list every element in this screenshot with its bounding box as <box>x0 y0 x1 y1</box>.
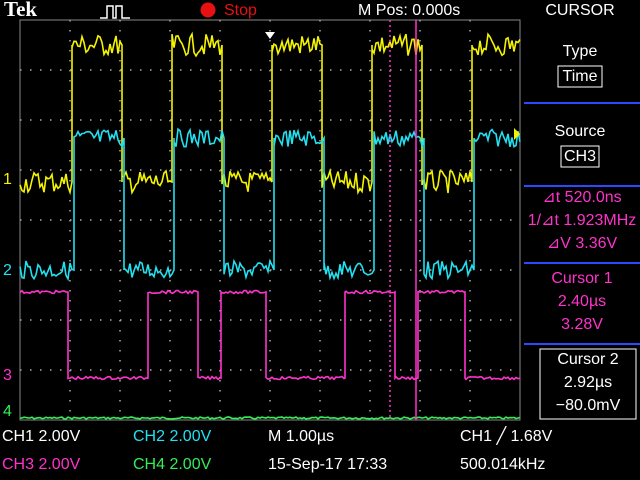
source-box[interactable] <box>560 145 600 168</box>
ch3-trace <box>19 289 521 381</box>
trigger-position-marker <box>265 32 275 39</box>
stop-indicator <box>200 2 216 18</box>
ch1-scale: CH1 2.00V <box>2 428 81 445</box>
cursor1-volts: 3.28V <box>561 316 603 333</box>
ch4-marker: 4 <box>3 403 12 420</box>
graticule <box>20 20 520 420</box>
acquisition-state: Stop <box>224 2 257 19</box>
horizontal-position: M Pos: 0.000s <box>358 2 460 19</box>
trigger-setting: CH1 ╱ 1.68V <box>460 426 553 445</box>
cursor2-time: 2.92µs <box>564 374 612 391</box>
trigger-frequency: 500.014kHz <box>460 456 545 473</box>
brand: Tek <box>4 0 37 21</box>
cursor2-box[interactable] <box>539 348 637 420</box>
ch4-trace <box>19 416 521 420</box>
timebase: M 1.00µs <box>268 428 334 445</box>
type-value[interactable]: Time <box>563 68 598 85</box>
inverse-delta-t: 1/⊿t 1.923MHz <box>528 212 637 229</box>
cursor2-title[interactable]: Cursor 2 <box>557 351 618 368</box>
ch3-marker: 3 <box>3 367 12 384</box>
cursor1-time: 2.40µs <box>558 293 606 310</box>
cursor1-title[interactable]: Cursor 1 <box>551 270 612 287</box>
delta-v: ⊿V 3.36V <box>547 235 618 252</box>
ch2-trace <box>19 127 521 282</box>
trigger-level-marker <box>514 128 520 140</box>
delta-t: ⊿t 520.0ns <box>542 189 621 206</box>
ch2-scale: CH2 2.00V <box>133 428 212 445</box>
ch1-marker: 1 <box>3 171 12 188</box>
ch3-scale: CH3 2.00V <box>2 456 81 473</box>
ch1-trace <box>19 31 521 196</box>
type-label[interactable]: Type <box>563 43 598 60</box>
menu-dividers <box>524 102 640 345</box>
ch2-marker: 2 <box>3 262 12 279</box>
ch4-scale: CH4 2.00V <box>133 456 212 473</box>
traces <box>19 31 521 420</box>
source-label[interactable]: Source <box>555 123 606 140</box>
type-box[interactable] <box>557 65 603 88</box>
date-time: 15-Sep-17 17:33 <box>268 456 387 473</box>
menu-title: CURSOR <box>545 2 614 19</box>
source-value[interactable]: CH3 <box>564 148 596 165</box>
trigger-icon <box>100 5 130 19</box>
cursor2-volts: −80.0mV <box>556 397 621 414</box>
